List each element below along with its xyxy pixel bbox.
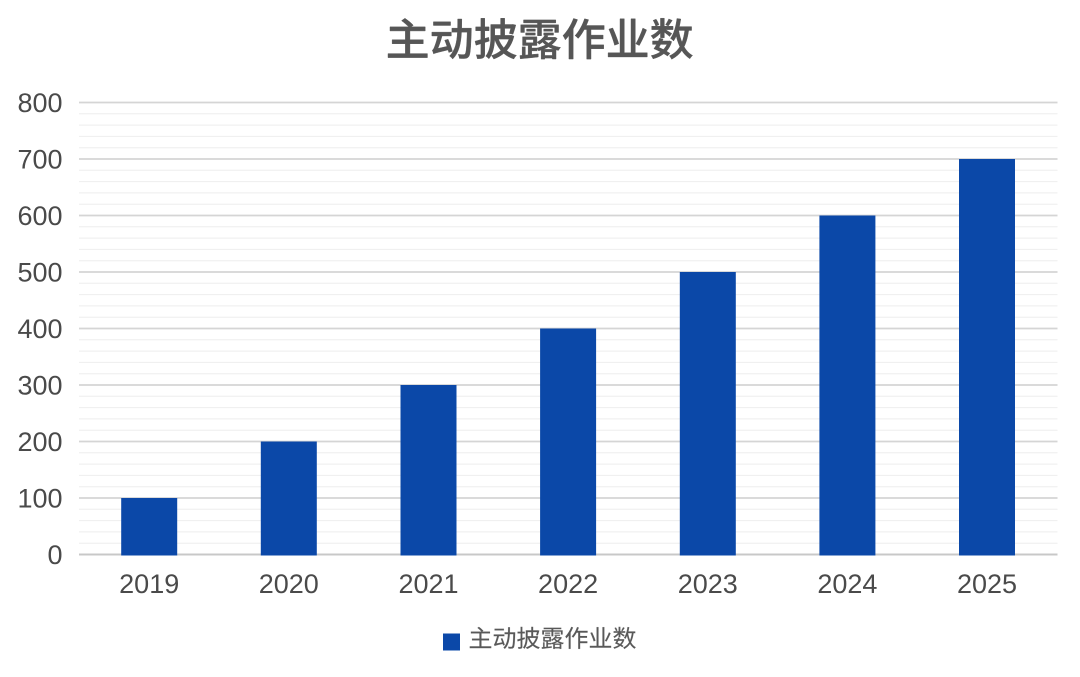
svg-text:800: 800 [17,88,62,118]
svg-text:2019: 2019 [119,569,179,599]
svg-text:2025: 2025 [957,569,1017,599]
svg-text:2022: 2022 [538,569,598,599]
svg-text:200: 200 [17,427,62,457]
svg-text:2020: 2020 [259,569,319,599]
svg-text:2024: 2024 [817,569,877,599]
svg-text:100: 100 [17,483,62,513]
svg-text:700: 700 [17,144,62,174]
svg-text:0: 0 [47,540,62,570]
svg-text:500: 500 [17,257,62,287]
svg-text:400: 400 [17,314,62,344]
svg-text:300: 300 [17,370,62,400]
svg-text:2023: 2023 [678,569,738,599]
svg-text:600: 600 [17,201,62,231]
svg-text:2021: 2021 [398,569,458,599]
